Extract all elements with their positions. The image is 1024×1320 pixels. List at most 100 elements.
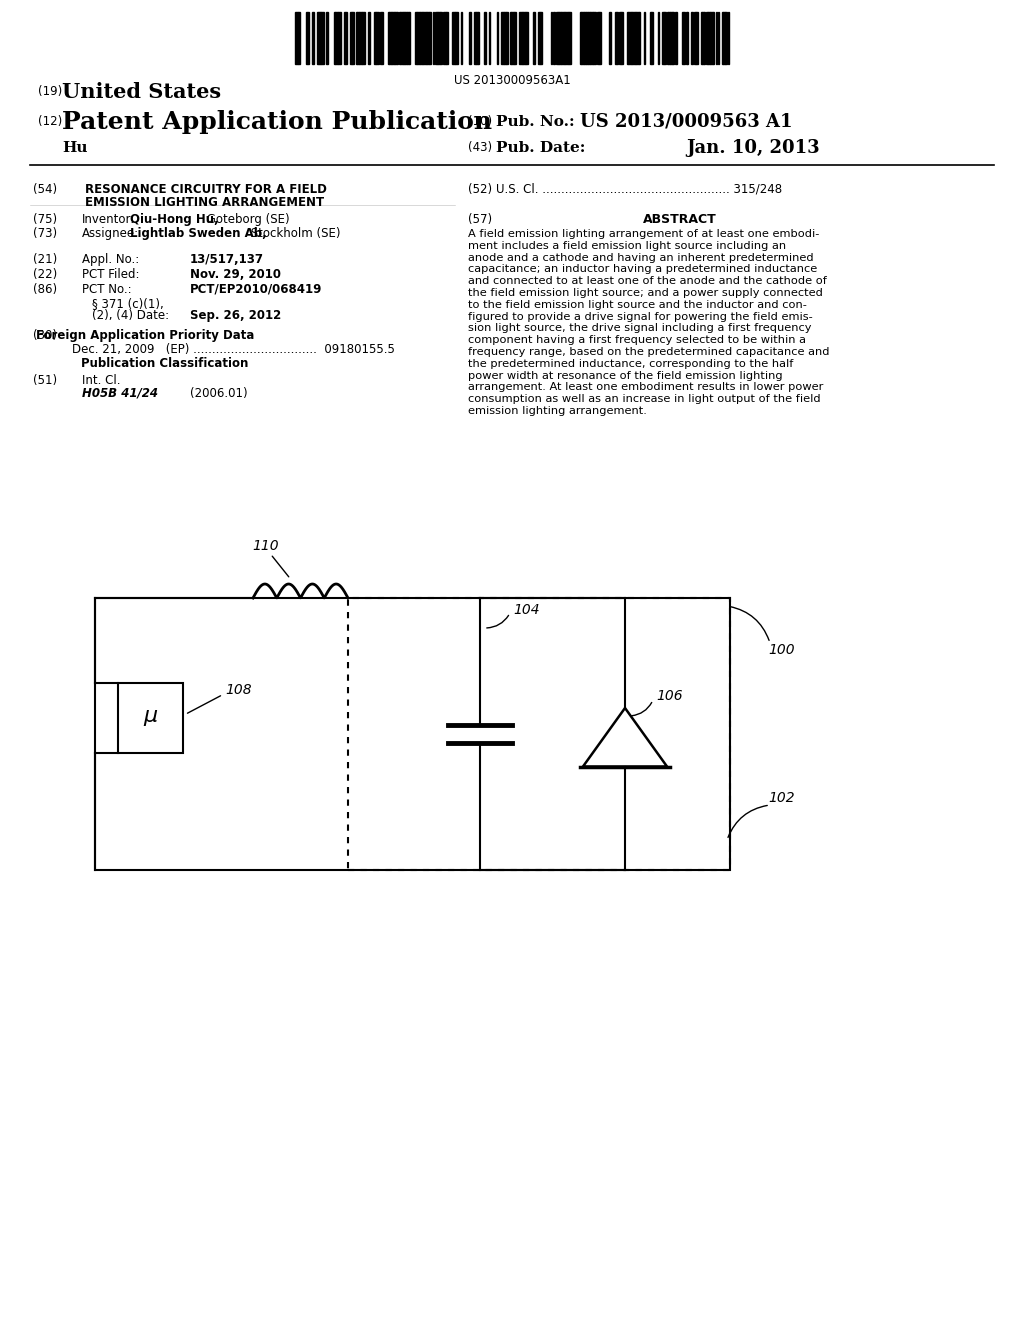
Bar xyxy=(400,12,403,63)
Bar xyxy=(702,12,705,63)
Bar xyxy=(368,12,370,63)
Text: (2), (4) Date:: (2), (4) Date: xyxy=(92,309,169,322)
Bar xyxy=(501,12,504,63)
Bar xyxy=(664,12,666,63)
Bar xyxy=(670,12,672,63)
Text: Goteborg (SE): Goteborg (SE) xyxy=(203,213,290,226)
Text: component having a first frequency selected to be within a: component having a first frequency selec… xyxy=(468,335,806,346)
Bar xyxy=(723,12,725,63)
Text: Qiu-Hong Hu,: Qiu-Hong Hu, xyxy=(130,213,219,226)
Text: ment includes a field emission light source including an: ment includes a field emission light sou… xyxy=(468,240,786,251)
Bar xyxy=(440,12,442,63)
Text: emission lighting arrangement.: emission lighting arrangement. xyxy=(468,407,647,416)
Bar xyxy=(556,12,558,63)
Bar xyxy=(588,12,590,63)
Bar xyxy=(694,12,696,63)
Bar xyxy=(443,12,446,63)
Text: United States: United States xyxy=(62,82,221,102)
Text: 106: 106 xyxy=(656,689,683,704)
Bar xyxy=(438,12,440,63)
Bar xyxy=(352,12,354,63)
Text: to the field emission light source and the inductor and con-: to the field emission light source and t… xyxy=(468,300,807,310)
Text: $\mu$: $\mu$ xyxy=(142,708,159,729)
Bar xyxy=(380,12,383,63)
Bar xyxy=(504,12,506,63)
Text: (2006.01): (2006.01) xyxy=(190,387,248,400)
Text: Pub. No.:: Pub. No.: xyxy=(496,115,574,129)
Text: Foreign Application Priority Data: Foreign Application Priority Data xyxy=(36,329,254,342)
Bar xyxy=(615,12,618,63)
Bar xyxy=(362,12,365,63)
Bar xyxy=(534,12,535,63)
Text: 104: 104 xyxy=(513,603,540,616)
Text: Sep. 26, 2012: Sep. 26, 2012 xyxy=(190,309,282,322)
Bar xyxy=(420,12,422,63)
Bar xyxy=(389,12,391,63)
Bar xyxy=(675,12,677,63)
Bar xyxy=(725,12,727,63)
Bar xyxy=(597,12,599,63)
Bar xyxy=(506,12,508,63)
Bar xyxy=(348,598,730,870)
Text: sion light source, the drive signal including a first frequency: sion light source, the drive signal incl… xyxy=(468,323,811,334)
Text: figured to provide a drive signal for powering the field emis-: figured to provide a drive signal for po… xyxy=(468,312,813,322)
Bar xyxy=(708,12,710,63)
Text: US 20130009563A1: US 20130009563A1 xyxy=(454,74,570,87)
Bar xyxy=(609,12,611,63)
Text: Inventor:: Inventor: xyxy=(82,213,135,226)
Text: Hu: Hu xyxy=(62,141,87,154)
Bar xyxy=(321,12,324,63)
Bar xyxy=(455,12,458,63)
Bar xyxy=(559,12,561,63)
Bar xyxy=(406,12,407,63)
Text: Appl. No.:: Appl. No.: xyxy=(82,253,139,267)
Text: power width at resonance of the field emission lighting: power width at resonance of the field em… xyxy=(468,371,782,380)
Text: EMISSION LIGHTING ARRANGEMENT: EMISSION LIGHTING ARRANGEMENT xyxy=(85,195,325,209)
Bar xyxy=(523,12,525,63)
Text: (12): (12) xyxy=(38,116,62,128)
Text: (86): (86) xyxy=(33,282,57,296)
Text: 102: 102 xyxy=(768,791,795,805)
Bar xyxy=(651,12,653,63)
Text: (30): (30) xyxy=(33,329,57,342)
Bar xyxy=(586,12,588,63)
Bar xyxy=(306,12,309,63)
Text: (52): (52) xyxy=(468,183,493,195)
Text: frequency range, based on the predetermined capacitance and: frequency range, based on the predetermi… xyxy=(468,347,829,356)
Bar xyxy=(446,12,449,63)
Bar xyxy=(621,12,623,63)
Bar xyxy=(376,12,379,63)
Text: U.S. Cl. .................................................. 315/248: U.S. Cl. ...............................… xyxy=(496,183,782,195)
Text: ABSTRACT: ABSTRACT xyxy=(643,213,717,226)
Text: arrangement. At least one embodiment results in lower power: arrangement. At least one embodiment res… xyxy=(468,383,823,392)
Bar xyxy=(476,12,478,63)
Bar xyxy=(553,12,555,63)
Bar xyxy=(662,12,664,63)
Bar xyxy=(312,12,314,63)
Bar xyxy=(636,12,639,63)
Text: (54): (54) xyxy=(33,183,57,195)
Text: capacitance; an inductor having a predetermined inductance: capacitance; an inductor having a predet… xyxy=(468,264,817,275)
Text: § 371 (c)(1),: § 371 (c)(1), xyxy=(92,297,164,310)
Text: Dec. 21, 2009   (EP) .................................  09180155.5: Dec. 21, 2009 (EP) .....................… xyxy=(72,343,395,356)
Bar xyxy=(593,12,596,63)
Bar xyxy=(581,12,584,63)
Bar xyxy=(682,12,685,63)
Bar xyxy=(526,12,528,63)
Text: (19): (19) xyxy=(38,86,62,99)
Bar xyxy=(295,12,298,63)
Text: 108: 108 xyxy=(225,684,252,697)
Bar xyxy=(519,12,522,63)
Bar xyxy=(710,12,713,63)
Bar xyxy=(696,12,698,63)
Bar xyxy=(474,12,476,63)
Text: (21): (21) xyxy=(33,253,57,267)
Bar xyxy=(632,12,635,63)
Bar xyxy=(618,12,621,63)
Bar xyxy=(415,12,417,63)
Bar xyxy=(691,12,693,63)
Bar xyxy=(427,12,429,63)
Bar xyxy=(565,12,568,63)
Bar xyxy=(350,12,352,63)
Text: the predetermined inductance, corresponding to the half: the predetermined inductance, correspond… xyxy=(468,359,794,368)
